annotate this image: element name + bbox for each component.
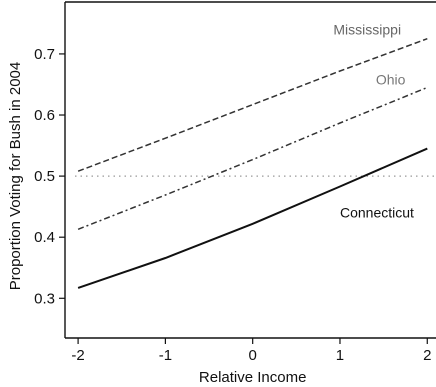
x-tick-label: 1 bbox=[336, 347, 344, 364]
y-tick-label: 0.5 bbox=[34, 168, 55, 185]
x-axis-title: Relative Income bbox=[199, 369, 307, 386]
axes bbox=[64, 1, 436, 339]
y-tick-label: 0.3 bbox=[34, 290, 55, 307]
x-tick-label: -2 bbox=[71, 347, 84, 364]
x-tick-label: 0 bbox=[249, 347, 257, 364]
series-label-connecticut: Connecticut bbox=[340, 204, 414, 220]
series-layer bbox=[77, 37, 428, 289]
series-line-mississippi bbox=[77, 37, 428, 172]
series-label-ohio: Ohio bbox=[376, 71, 406, 87]
y-tick-label: 0.6 bbox=[34, 107, 55, 124]
x-tick-label: -1 bbox=[159, 347, 172, 364]
y-axis-title: Proportion Voting for Bush in 2004 bbox=[7, 62, 24, 291]
tick-layer: 0.3 0.4 0.5 0.6 0.7 -2 -1 0 1 2 bbox=[34, 46, 431, 364]
series-line-connecticut bbox=[77, 147, 428, 289]
y-tick-label: 0.4 bbox=[34, 229, 55, 246]
x-tick-label: 2 bbox=[423, 347, 431, 364]
series-label-layer: Mississippi Ohio Connecticut bbox=[333, 22, 414, 221]
y-tick-label: 0.7 bbox=[34, 46, 55, 63]
series-label-mississippi: Mississippi bbox=[333, 22, 401, 38]
